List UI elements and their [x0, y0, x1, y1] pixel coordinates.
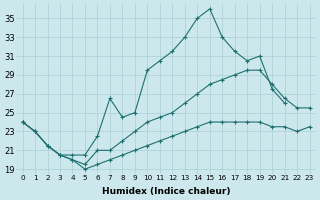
X-axis label: Humidex (Indice chaleur): Humidex (Indice chaleur)	[102, 187, 230, 196]
